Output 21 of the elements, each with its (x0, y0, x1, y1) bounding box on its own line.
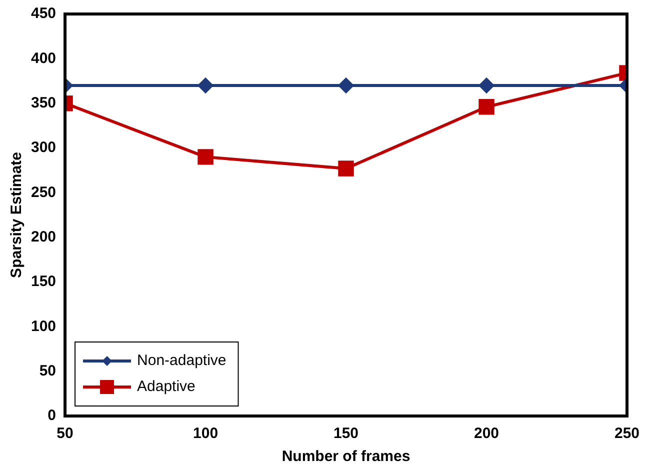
point (338, 160, 354, 176)
y-tick-label: 300 (30, 139, 56, 156)
y-tick-label: 400 (30, 50, 56, 67)
point (338, 78, 354, 93)
y-tick-label: 450 (30, 5, 56, 22)
y-tick-label: 200 (30, 228, 56, 246)
x-axis-title: Number of frames (282, 448, 410, 466)
y-tick-label: 100 (30, 318, 56, 335)
y-tick-label: 250 (30, 184, 56, 201)
x-tick-label: 250 (614, 425, 640, 442)
y-tick-label: 350 (30, 94, 56, 112)
y-tick-label: 50 (39, 362, 56, 380)
y-tick-label: 0 (48, 407, 56, 424)
legend-label: Non-adaptive (137, 352, 226, 370)
y-axis-title: Sparsity Estimate (8, 152, 26, 278)
x-tick-label: 50 (56, 425, 74, 442)
legend-label: Adaptive (137, 378, 196, 396)
x-tick-label: 100 (193, 425, 218, 442)
y-tick-label: 150 (30, 273, 56, 290)
x-tick-label: 200 (474, 425, 500, 442)
x-tick-label: 150 (334, 425, 359, 442)
